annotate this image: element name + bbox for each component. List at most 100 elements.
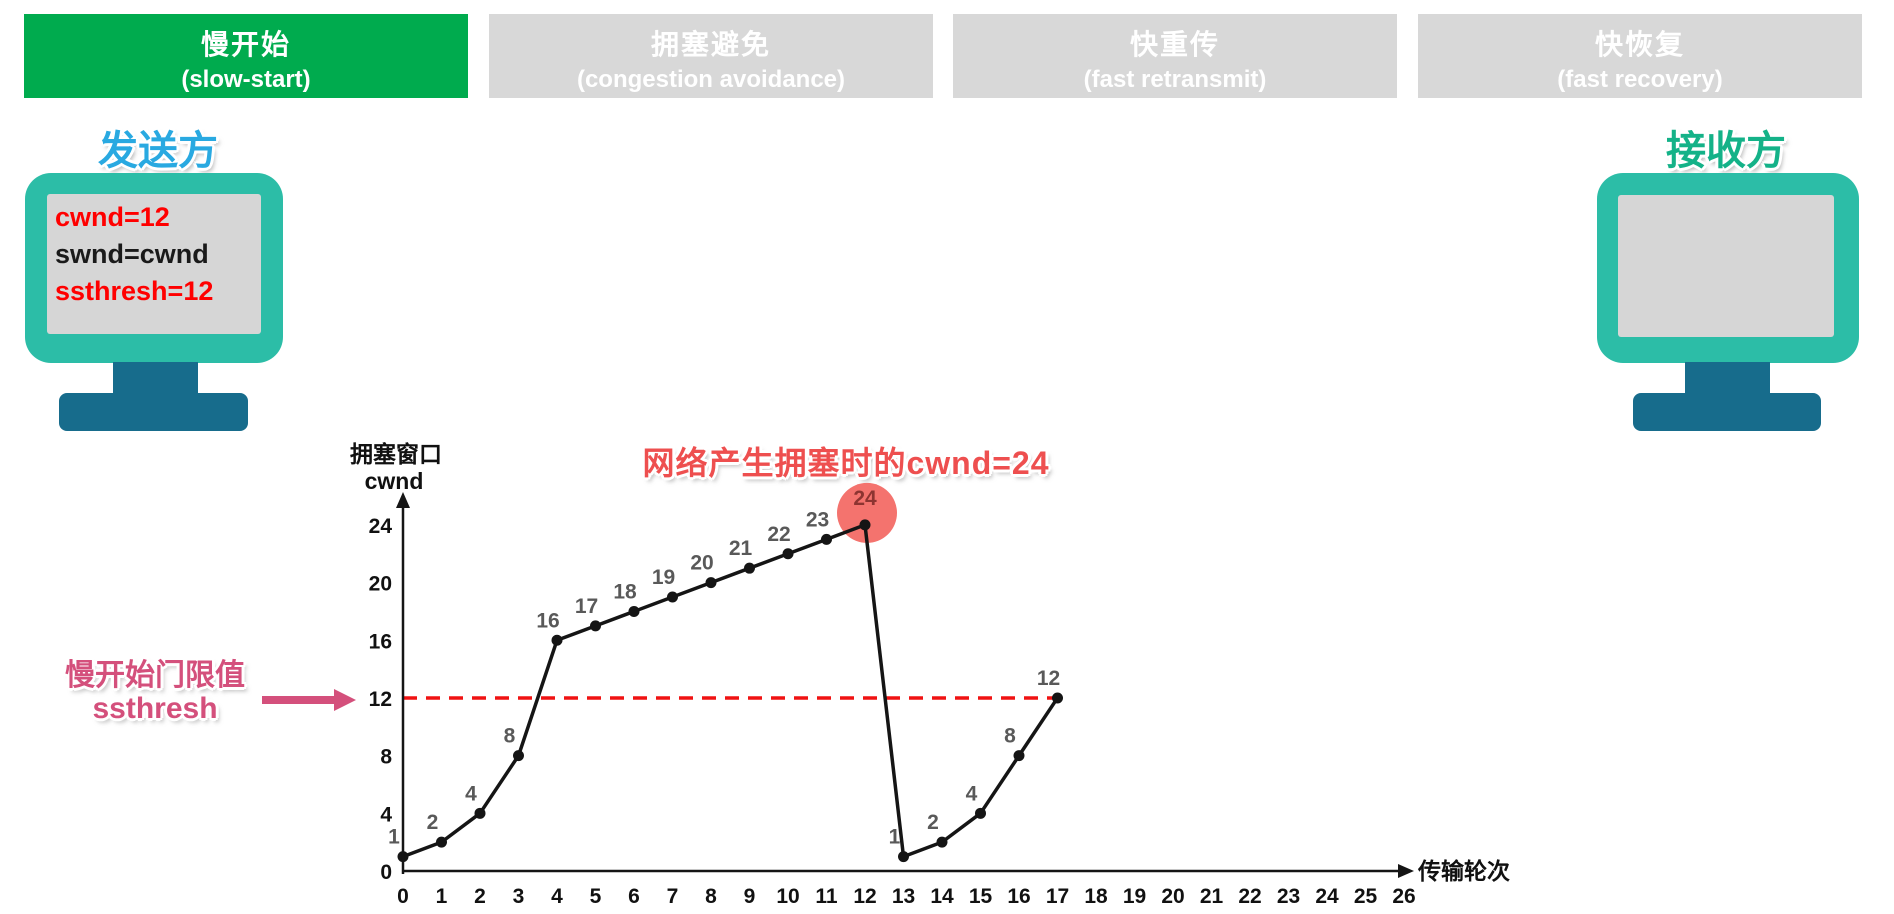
data-point-label: 8 (504, 725, 516, 748)
data-point-label: 22 (767, 523, 790, 546)
x-tick-label: 8 (705, 885, 717, 908)
data-point-label: 17 (575, 595, 598, 618)
x-tick-label: 19 (1123, 885, 1146, 908)
y-tick-label: 0 (380, 861, 392, 884)
data-point-label: 2 (927, 811, 939, 834)
data-point (551, 634, 563, 646)
x-tick-label: 6 (628, 885, 640, 908)
y-tick-label: 16 (369, 630, 392, 653)
ssthresh-annotation-line2: ssthresh (92, 692, 218, 725)
x-tick-label: 18 (1084, 885, 1108, 908)
x-axis-title: 传输轮次 (1417, 858, 1510, 884)
x-tick-label: 26 (1392, 885, 1415, 908)
congestion-highlight-circle (837, 482, 897, 543)
stage-title-en: (fast retransmit) (1083, 66, 1267, 93)
y-tick-label: 12 (369, 688, 392, 711)
receiver-label: 接收方 (1666, 129, 1786, 173)
data-point (436, 836, 447, 848)
x-tick-label: 13 (892, 885, 915, 908)
data-point-label: 1 (889, 826, 901, 849)
stage-fast-recovery: 快恢复 (fast recovery) (1418, 14, 1862, 98)
ssthresh-annotation-line1: 慢开始门限值 (65, 659, 245, 692)
stage-slow-start: 慢开始 (slow-start) (24, 14, 468, 98)
data-point (1052, 692, 1063, 704)
x-tick-label: 25 (1354, 885, 1378, 908)
data-point-label: 8 (1004, 725, 1016, 748)
stage-title-zh: 快恢复 (1594, 29, 1685, 60)
x-tick-label: 5 (590, 885, 602, 908)
data-point (975, 807, 986, 819)
data-point-label: 24 (853, 487, 877, 510)
stage-congestion-avoidance: 拥塞避免 (congestion avoidance) (489, 14, 933, 98)
data-point (859, 519, 871, 531)
sender-swnd-value: swnd=cwnd (55, 239, 209, 269)
y-axis-arrow (396, 492, 410, 508)
receiver-monitor-stand-neck (1685, 362, 1770, 395)
y-axis-title-zh: 拥塞窗口 (350, 441, 442, 467)
data-point-label: 23 (806, 508, 829, 531)
stage-title-en: (fast recovery) (1557, 66, 1723, 93)
data-point (782, 548, 794, 560)
x-tick-label: 15 (969, 885, 993, 908)
sender-cwnd-value: cwnd=12 (55, 202, 170, 232)
data-point-label: 2 (427, 811, 439, 834)
data-point-label: 21 (729, 537, 753, 560)
y-tick-label: 20 (369, 573, 392, 596)
ssthresh-arrow-head (334, 688, 356, 711)
data-point-label: 4 (465, 782, 477, 805)
x-tick-label: 9 (744, 885, 756, 908)
stage-title-en: (slow-start) (181, 66, 311, 93)
stage-title-en: (congestion avoidance) (576, 66, 846, 93)
x-tick-label: 23 (1277, 885, 1300, 908)
data-point (821, 533, 832, 545)
y-tick-label: 8 (380, 746, 392, 769)
x-tick-label: 7 (667, 885, 679, 908)
x-tick-label: 1 (436, 885, 448, 908)
x-axis-arrow (1398, 864, 1414, 878)
x-tick-label: 24 (1315, 885, 1339, 908)
sender-monitor-screen: cwnd=12 swnd=cwnd ssthresh=12 (47, 194, 261, 334)
data-point-label: 16 (536, 609, 559, 632)
x-tick-label: 4 (551, 885, 563, 908)
stage-title-zh: 拥塞避免 (650, 29, 771, 60)
data-point (667, 591, 678, 603)
data-point (744, 562, 755, 574)
stage-title-zh: 快重传 (1129, 29, 1220, 60)
data-point (628, 605, 640, 617)
y-axis-title-en: cwnd (365, 468, 424, 494)
x-tick-label: 12 (853, 885, 876, 908)
data-point (898, 851, 909, 863)
x-tick-label: 20 (1161, 885, 1184, 908)
data-point (1013, 750, 1025, 762)
sender-label: 发送方 (98, 129, 218, 173)
sender-monitor-frame: cwnd=12 swnd=cwnd ssthresh=12 (25, 173, 283, 363)
data-point (590, 620, 601, 632)
x-tick-label: 0 (397, 885, 409, 908)
x-tick-label: 22 (1238, 885, 1261, 908)
x-tick-label: 21 (1200, 885, 1224, 908)
data-point-label: 12 (1037, 667, 1060, 690)
x-tick-label: 10 (776, 885, 799, 908)
receiver-monitor-frame (1597, 173, 1859, 363)
data-point-label: 4 (966, 782, 978, 805)
x-tick-label: 16 (1007, 885, 1030, 908)
data-point (705, 577, 717, 589)
x-tick-label: 14 (930, 885, 954, 908)
data-point (936, 836, 948, 848)
sender-monitor-stand-base (59, 393, 248, 431)
data-point-label: 19 (652, 566, 675, 589)
x-tick-label: 3 (513, 885, 525, 908)
cwnd-line (402, 523, 1059, 859)
sender-monitor-stand-neck (113, 362, 198, 395)
x-tick-label: 17 (1046, 885, 1069, 908)
receiver-monitor-screen (1618, 195, 1834, 337)
y-tick-label: 24 (369, 515, 393, 538)
stage-title-zh: 慢开始 (200, 29, 291, 60)
x-tick-label: 11 (815, 885, 838, 908)
y-tick-label: 4 (380, 803, 392, 826)
congestion-annotation: 网络产生拥塞时的cwnd=24 (642, 445, 1050, 481)
data-point (513, 750, 524, 762)
data-point-label: 1 (388, 826, 400, 849)
x-tick-label: 2 (474, 885, 486, 908)
